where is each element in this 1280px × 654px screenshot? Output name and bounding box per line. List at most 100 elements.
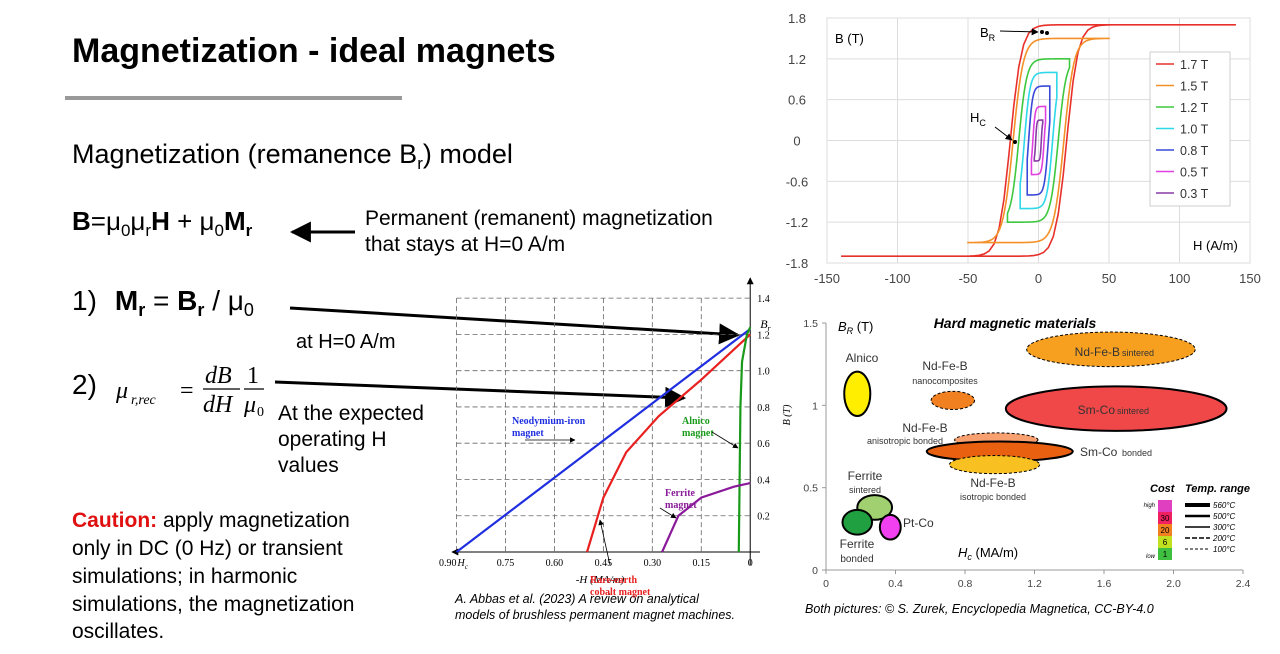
y-label-part: (T) — [853, 319, 873, 334]
x-label-part: (MA/m) — [972, 545, 1018, 560]
formula-part: 0 — [257, 405, 264, 420]
material-label: Nd-Fe-B — [970, 476, 1015, 490]
material-label: sintered — [1122, 348, 1154, 358]
equation-label: 2) — [72, 369, 97, 400]
hysteresis-loop — [1019, 71, 1058, 210]
material-label: nanocomposites — [912, 376, 978, 386]
note: operating H — [278, 428, 387, 451]
chart-title: Hard magnetic materials — [934, 315, 1097, 331]
y-tick-label: 0.4 — [757, 475, 770, 486]
x-tick-label: 1.2 — [1027, 578, 1042, 590]
legend-label: 0.8 T — [1180, 144, 1209, 158]
x-tick-label: 0.45 — [595, 558, 613, 569]
hc-label: Hc — [457, 558, 469, 571]
legend-label: 1.7 T — [1180, 58, 1209, 72]
y-tick-label: 1 — [812, 400, 818, 412]
x-tick-label: 2.4 — [1236, 578, 1251, 590]
hysteresis-loop — [967, 37, 1110, 244]
note: that stays at H=0 A/m — [365, 233, 565, 256]
note: Permanent (remanent) magnetization — [365, 207, 713, 230]
material-region — [841, 508, 874, 536]
y-tick-label: 1.0 — [757, 367, 770, 378]
formula-part: dH — [203, 392, 234, 418]
legend-label: 1.2 T — [1180, 101, 1209, 115]
cost-level: 1 — [1163, 550, 1168, 559]
legend-label: 1.0 T — [1180, 123, 1209, 137]
caution: simulations, the magnetization — [72, 593, 355, 616]
curve — [455, 328, 751, 553]
caution: Caution: apply magnetization — [72, 509, 350, 532]
cost-swatch — [1158, 524, 1172, 536]
cost-swatch — [1158, 512, 1172, 524]
legend-label: 0.3 T — [1180, 187, 1209, 201]
x-tick-label: -150 — [814, 271, 840, 286]
x-label-part: c — [967, 552, 972, 562]
br-label: Br — [760, 317, 771, 333]
br-part: B — [760, 317, 768, 331]
material-label: bonded — [1122, 448, 1152, 458]
formula-part: = — [180, 378, 194, 404]
y-tick-label: 0.8 — [757, 403, 770, 414]
citation: A. Abbas et al. (2023) A review on analy… — [454, 592, 700, 606]
material-label: isotropic bonded — [960, 492, 1026, 502]
temp-level: 560°C — [1213, 501, 1236, 510]
material-label: Nd-Fe-B — [902, 421, 947, 435]
cost-swatch — [1158, 548, 1172, 560]
arrow — [999, 28, 1039, 36]
x-tick-label: 0.60 — [546, 558, 564, 569]
x-tick-label: 0.90 — [439, 558, 457, 569]
curve — [661, 482, 751, 553]
x-tick-label: 0.15 — [693, 558, 711, 569]
annotation-part: B — [980, 25, 989, 40]
curve-label: cobalt magnet — [590, 587, 651, 598]
material-label: bonded — [840, 554, 873, 565]
x-tick-label: 50 — [1102, 271, 1116, 286]
formula-part: μ — [115, 378, 128, 404]
cost-label: high — [1144, 503, 1156, 509]
cost-level: 20 — [1161, 526, 1170, 535]
curve-label: Ferrite — [665, 488, 696, 499]
hysteresis-loop — [1030, 105, 1047, 176]
cost-level: 30 — [1161, 514, 1170, 523]
material-label: sintered — [849, 485, 881, 495]
annotation-part: H — [970, 110, 979, 125]
y-tick-label: 0 — [812, 565, 818, 577]
hysteresis-loop — [841, 24, 1236, 257]
rule — [65, 96, 402, 100]
material-label: Sm-Co — [1080, 445, 1118, 459]
material-label: Nd-Fe-B — [1075, 345, 1120, 359]
y-tick-label: 1.2 — [788, 52, 806, 67]
caution: oscillates. — [72, 620, 164, 643]
caution: only in DC (0 Hz) or transient — [72, 537, 343, 560]
equation: B=μ0μrH + μ0Mr — [72, 206, 253, 240]
formula-part: 1 — [247, 363, 259, 389]
material-region — [878, 513, 902, 541]
x-tick-label: 0.75 — [497, 558, 515, 569]
formula: μ r,rec = dB dH 1 μ 0 — [115, 363, 264, 420]
formula-part: dB — [205, 363, 232, 389]
x-tick-label: 2.0 — [1166, 578, 1181, 590]
label-arrow — [659, 507, 677, 519]
x-axis-label: H (A/m) — [1193, 238, 1238, 253]
y-tick-label: 0.5 — [803, 483, 818, 495]
temp-level: 300°C — [1213, 523, 1236, 532]
y-axis-label: BR (T) — [838, 319, 873, 336]
x-label-part: H — [958, 545, 968, 560]
material-region — [948, 455, 1041, 475]
material-label: Alnico — [846, 351, 879, 365]
material-label: Ferrite — [840, 537, 875, 551]
y-label-part: B — [838, 319, 847, 334]
material-region — [1004, 385, 1228, 432]
x-axis-label: -H (MA/m) — [576, 574, 625, 586]
legend-label: 0.5 T — [1180, 166, 1209, 180]
y-label-part: R — [847, 326, 854, 336]
material-region — [1026, 331, 1196, 368]
x-tick-label: -50 — [959, 271, 978, 286]
cost-swatch — [1158, 536, 1172, 548]
y-axis-label: B (T) — [782, 404, 793, 426]
y-tick-label: 1.5 — [803, 318, 818, 330]
hysteresis-loop — [1033, 119, 1044, 162]
curve — [737, 326, 752, 553]
formula-part: μ — [243, 392, 256, 418]
